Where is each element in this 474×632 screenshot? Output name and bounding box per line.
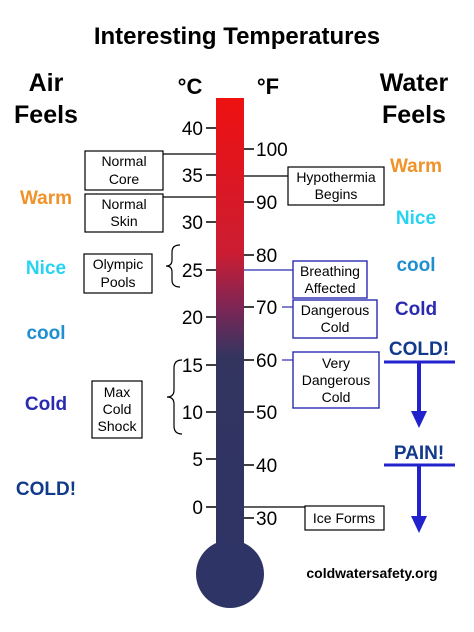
water-feels-header-line2: Feels [382,101,446,129]
callout-ice-forms: Ice Forms [244,505,385,531]
water-feel-cool: cool [396,255,435,276]
callout-dangerous-cold: Dangerous Cold [282,299,378,339]
celsius-tick-label: 40 [182,119,203,140]
fahrenheit-tick-label: 50 [256,403,277,424]
fahrenheit-tick-label: 40 [256,456,277,477]
fahrenheit-scale [244,148,254,519]
callout-normal-core-line1: Normal [101,153,146,169]
callout-dangerous-cold-line2: Cold [321,319,350,335]
water-feel-warm: Warm [390,156,442,177]
celsius-unit-label: °C [178,74,203,99]
air-feels-header-line1: Air [29,69,64,97]
callout-max-cold-shock-line1: Max [104,384,130,400]
air-feel-cold: Cold [25,394,67,415]
air-feels-header-line2: Feels [14,101,78,129]
cold-arrow [384,360,455,428]
olympic-pools-brace [165,244,181,288]
fahrenheit-tick-label: 30 [256,509,277,530]
callout-hypothermia-begins: Hypothermia Begins [244,166,385,206]
callout-normal-skin: Normal Skin [84,193,216,233]
callout-olympic-pools-line2: Pools [100,274,135,290]
fahrenheit-tick-label: 90 [256,193,277,214]
callout-hypothermia-line2: Begins [315,186,358,202]
water-feels-column: Warm Nice cool Cold COLD! PAIN! [389,156,449,464]
pain-arrow [384,463,455,533]
water-feel-pain: PAIN! [394,443,444,464]
callout-breathing-line2: Affected [304,280,355,296]
air-feel-cool: cool [26,323,65,344]
callout-olympic-pools: Olympic Pools [83,244,181,294]
water-feel-nice: Nice [396,208,436,229]
callout-normal-skin-line2: Skin [110,213,137,229]
celsius-tick-label: 35 [182,166,203,187]
fahrenheit-tick-label: 70 [256,298,277,319]
air-feel-warm: Warm [20,188,72,209]
fahrenheit-unit-label: °F [257,74,279,99]
callout-normal-core: Normal Core [84,150,216,191]
air-feel-cold-bang: COLD! [16,479,76,500]
celsius-tick-label: 10 [182,403,203,424]
celsius-tick-label: 5 [192,450,203,471]
callout-max-cold-shock: Max Cold Shock [91,359,183,439]
water-feels-header-line1: Water [380,69,449,97]
air-feels-column: Warm Nice cool Cold COLD! [16,188,76,500]
fahrenheit-tick-label: 80 [256,246,277,267]
celsius-tick-labels: 40 35 30 25 20 15 10 5 0 [182,119,203,519]
callout-breathing-line1: Breathing [300,263,360,279]
celsius-tick-label: 30 [182,213,203,234]
celsius-tick-label: 25 [182,261,203,282]
site-credit: coldwatersafety.org [306,565,437,581]
celsius-tick-label: 15 [182,356,203,377]
diagram-title: Interesting Temperatures [94,23,380,50]
water-feel-cold: Cold [395,299,437,320]
callout-normal-core-line2: Core [109,171,140,187]
callout-dangerous-cold-line1: Dangerous [301,302,370,318]
thermometer-bulb [196,540,264,608]
max-cold-shock-brace [166,359,183,435]
fahrenheit-tick-label: 100 [256,140,288,161]
air-feel-nice: Nice [26,258,66,279]
callout-ice-forms-line1: Ice Forms [313,510,375,526]
callout-olympic-pools-line1: Olympic [93,256,144,272]
callout-very-dangerous-line3: Cold [322,389,351,405]
thermometer-tube [216,98,244,568]
callout-very-dangerous-line1: Very [322,355,350,371]
callout-very-dangerous-line2: Dangerous [302,372,371,388]
callout-hypothermia-line1: Hypothermia [296,169,376,185]
callout-normal-skin-line1: Normal [101,196,146,212]
celsius-tick-label: 0 [192,498,203,519]
callout-breathing-affected: Breathing Affected [244,260,368,299]
fahrenheit-tick-labels: 100 90 80 70 60 50 40 30 [256,140,288,530]
celsius-scale [206,127,216,508]
callout-very-dangerous-cold: Very Dangerous Cold [282,351,380,409]
callout-max-cold-shock-line3: Shock [98,418,138,434]
fahrenheit-tick-label: 60 [256,351,277,372]
water-feel-cold-bang: COLD! [389,339,449,360]
celsius-tick-label: 20 [182,308,203,329]
callout-max-cold-shock-line2: Cold [103,401,132,417]
